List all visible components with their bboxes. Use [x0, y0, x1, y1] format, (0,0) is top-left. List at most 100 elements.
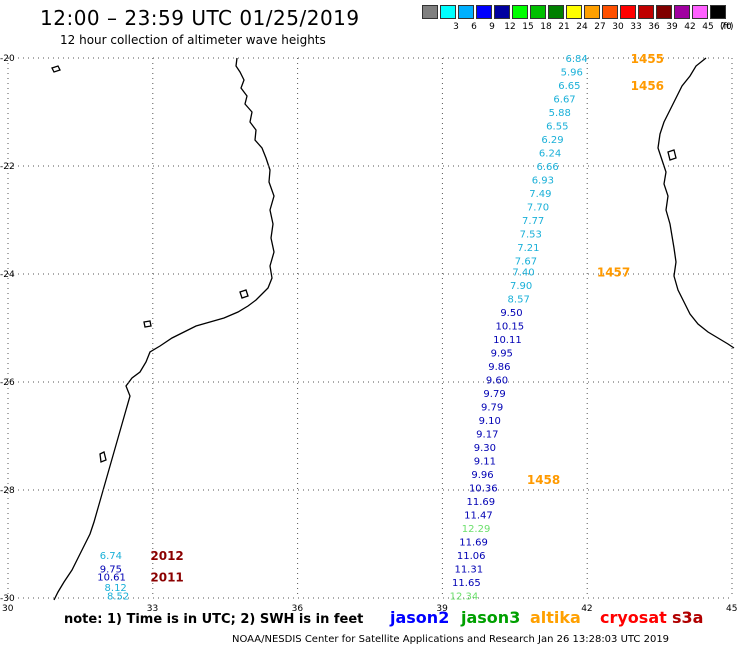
- wave-height-value: 7.21: [517, 243, 539, 254]
- wave-height-value: 8.12: [105, 583, 127, 594]
- legend-s3a: s3a: [672, 608, 704, 627]
- lat-lon-grid: [7, 57, 733, 599]
- wave-height-value: 11.69: [467, 497, 496, 508]
- pass-time-label: 1457: [597, 265, 630, 279]
- wave-height-value: 7.49: [529, 189, 551, 200]
- island-2: [143, 320, 152, 328]
- wave-height-value: 6.55: [546, 122, 568, 133]
- wave-height-value: 9.50: [500, 308, 522, 319]
- wave-height-value: 6.67: [553, 95, 575, 106]
- wave-height-value: 7.40: [512, 267, 534, 278]
- wave-height-value: 9.79: [483, 389, 505, 400]
- wave-height-value: 9.10: [479, 416, 501, 427]
- scale-label: 6: [471, 22, 477, 32]
- wave-height-value: 11.69: [459, 537, 488, 548]
- wave-height-value: 7.67: [515, 257, 537, 268]
- scale-label: 9: [489, 22, 495, 32]
- scale-swatch: [548, 5, 564, 19]
- footer-note: note: 1) Time is in UTC; 2) SWH is in fe…: [64, 612, 364, 627]
- scale-label: 39: [666, 22, 678, 32]
- scale-label: 12: [504, 22, 516, 32]
- scale-swatch: [638, 5, 654, 19]
- pass-time-label: 1455: [631, 52, 664, 66]
- lat-tick-label: -22: [0, 162, 15, 172]
- island-5: [667, 149, 677, 161]
- wave-height-value: 7.77: [522, 216, 544, 227]
- pass-time-label: 1458: [527, 473, 560, 487]
- wave-height-value: 8.57: [508, 294, 530, 305]
- lat-tick-label: -26: [0, 378, 15, 388]
- wave-height-value: 6.93: [532, 176, 554, 187]
- wave-height-value: 9.11: [474, 456, 496, 467]
- wave-height-value: 9.17: [476, 429, 498, 440]
- scale-swatch: [620, 5, 636, 19]
- wave-height-value: 9.96: [471, 470, 493, 481]
- legend-jason3: jason3: [461, 608, 521, 627]
- wave-height-color-scale: 3 6 9 12 15 18 21 24 27 30 33 36 39 42 45 70 (ft): [422, 5, 740, 41]
- scale-swatch: [494, 5, 510, 19]
- wave-height-value: 6.66: [537, 162, 559, 173]
- scale-swatch: [656, 5, 672, 19]
- scale-label: 30: [612, 22, 624, 32]
- wave-height-value: 7.70: [527, 203, 549, 214]
- african-coastline: [53, 57, 275, 601]
- wave-height-value: 11.06: [457, 551, 486, 562]
- lon-tick-label: 36: [292, 604, 304, 614]
- wave-height-value: 6.29: [541, 135, 563, 146]
- scale-swatch: [512, 5, 528, 19]
- scale-label: 3: [453, 22, 459, 32]
- satellite-pass-labels: 1455 1456 1457 1458 2012 2011: [150, 52, 664, 584]
- wave-height-value: 12.34: [450, 591, 479, 602]
- scale-swatch: [566, 5, 582, 19]
- wave-height-value: 5.96: [561, 68, 583, 79]
- scale-unit: (ft): [720, 22, 734, 32]
- scale-swatch: [584, 5, 600, 19]
- wave-height-value: 6.84: [565, 54, 587, 65]
- wave-height-measurements: 6.84 5.96 6.65 6.67 5.88 6.55 6.29 6.24 6.66 6.93…: [97, 54, 587, 602]
- wave-height-value: 6.24: [539, 149, 561, 160]
- island-3: [99, 451, 107, 463]
- scale-swatch: [602, 5, 618, 19]
- wave-height-value: 10.11: [493, 335, 522, 346]
- wave-height-value: 9.95: [491, 348, 513, 359]
- scale-swatch: [476, 5, 492, 19]
- wave-height-value: 9.30: [474, 443, 496, 454]
- wave-height-value: 9.75: [100, 564, 122, 575]
- wave-height-value: 6.74: [100, 551, 122, 562]
- wave-height-value: 9.60: [486, 375, 508, 386]
- pass-time-label: 1456: [631, 79, 664, 93]
- wave-height-value: 10.15: [495, 321, 524, 332]
- scale-swatch: [440, 5, 456, 19]
- island-4: [239, 289, 249, 299]
- lon-tick-label: 45: [726, 604, 737, 614]
- lon-tick-label: 42: [581, 604, 592, 614]
- lon-tick-label: 33: [147, 604, 158, 614]
- wave-height-value: 5.88: [549, 108, 571, 119]
- wave-height-value: 9.86: [488, 362, 510, 373]
- scale-swatch: [458, 5, 474, 19]
- coastline: [51, 57, 735, 601]
- scale-label: 21: [558, 22, 570, 32]
- wave-height-value: 10.61: [97, 572, 126, 583]
- scale-swatch: [710, 5, 726, 19]
- legend-cryosat: cryosat: [600, 608, 667, 627]
- wave-height-value: 11.47: [464, 510, 493, 521]
- lon-tick-label: 39: [436, 604, 448, 614]
- scale-label: 15: [522, 22, 534, 32]
- wave-height-value: 7.53: [520, 230, 542, 241]
- wave-height-value: 11.31: [454, 564, 483, 575]
- lat-tick-label: -20: [0, 54, 15, 64]
- footer-timestamp: Jan 26 13:28:03 UTC 2019: [538, 634, 670, 645]
- scale-swatch: [422, 5, 438, 19]
- lon-tick-label: 30: [2, 604, 14, 614]
- scale-label: 27: [594, 22, 606, 32]
- scale-label: 70: [720, 22, 732, 32]
- island-1: [51, 65, 61, 73]
- scale-swatch: [692, 5, 708, 19]
- scale-label: 24: [576, 22, 588, 32]
- legend-altika: altika: [530, 608, 581, 627]
- map-title: 12:00 – 23:59 UTC 01/25/2019: [40, 6, 360, 30]
- scale-swatch: [530, 5, 546, 19]
- scale-label: 33: [630, 22, 642, 32]
